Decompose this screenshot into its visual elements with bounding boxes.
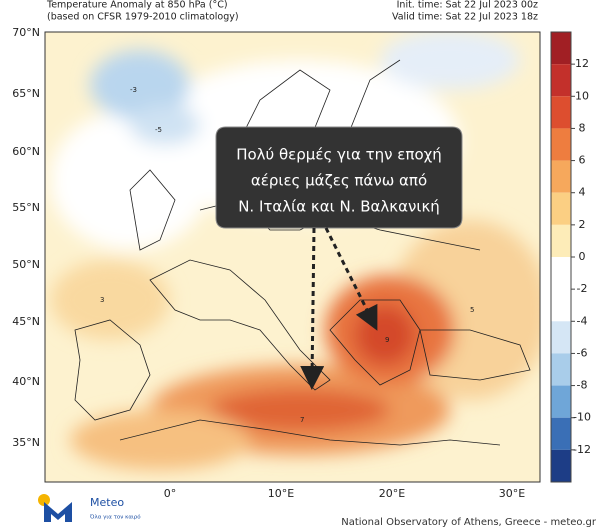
svg-text:5: 5 [470,306,474,314]
colorbar-tick-label: 8 [579,121,586,134]
colorbar-bin [551,160,571,193]
callout-line: Ν. Ιταλία και Ν. Βαλκανική [238,198,440,216]
colorbar-tick-label: -4 [577,314,588,327]
lat-label: 50°N [12,258,40,271]
colorbar-tick-label: -2 [577,282,588,295]
colorbar-bin [551,385,571,418]
logo-name: Meteo [90,496,124,509]
colorbar-bin [551,321,571,354]
logo-tagline: Όλα για τον καιρό [89,514,141,521]
svg-text:3: 3 [100,296,104,304]
svg-text:7: 7 [300,416,304,424]
colorbar-tick-label: -6 [577,346,588,359]
lon-label: 20°E [379,487,405,500]
lon-label: 0° [164,487,177,500]
header-title: Temperature Anomaly at 850 hPa (°C) [46,0,228,11]
lat-label: 40°N [12,375,40,388]
credit: National Observatory of Athens, Greece -… [341,517,597,528]
valid-time: Valid time: Sat 22 Jul 2023 18z [392,12,538,23]
svg-text:9: 9 [385,336,389,344]
colorbar-tick-label: 10 [575,89,589,102]
colorbar-tick-label: -10 [573,411,591,424]
colorbar-tick-label: -12 [573,443,591,456]
lat-label: 70°N [12,26,40,39]
map-field: -3 -5 7 9 5 3 [45,32,540,482]
lon-label: 30°E [499,487,525,500]
colorbar-tick-label: 12 [575,57,589,70]
colorbar-bin [551,128,571,161]
colorbar-tick-label: 6 [579,154,586,167]
arrow [324,227,378,331]
callout-box [215,126,463,229]
colorbar-tick-label: -8 [577,379,588,392]
colorbar-bin [551,224,571,257]
colorbar-bin [551,449,571,482]
colorbar-tick-label: 0 [579,250,586,263]
svg-text:-5: -5 [155,126,162,134]
svg-text:-3: -3 [130,86,137,94]
colorbar-bin [551,32,571,65]
lat-label: 60°N [12,145,40,158]
init-time: Init. time: Sat 22 Jul 2023 00z [397,0,538,11]
lat-label: 45°N [12,315,40,328]
colorbar-bin [551,96,571,129]
callout-line: αέριες μάζες πάνω από [251,172,427,190]
callout-line: Πολύ θερμές για την εποχή [236,146,442,164]
colorbar-bin [551,192,571,225]
lon-labels: 0° 10°E 20°E 30°E [164,487,526,500]
colorbar-bin [551,417,571,450]
lon-label: 10°E [268,487,294,500]
colorbar-bin [551,257,571,290]
colorbar-tick-label: 2 [579,218,586,231]
colorbar-bin [551,289,571,322]
callout: Πολύ θερμές για την εποχή αέριες μάζες π… [215,126,463,390]
lat-label: 55°N [12,201,40,214]
colorbar: 12 10 8 6 4 2 0 -2 -4 -6 -8 -10 -12 [550,31,591,483]
lat-labels: 70°N 65°N 60°N 55°N 50°N 45°N 40°N 35°N [12,26,40,449]
lat-label: 65°N [12,87,40,100]
colorbar-tick-label: 4 [579,186,586,199]
contour-labels: -3 -5 7 9 5 3 [100,86,474,424]
lat-label: 35°N [12,436,40,449]
header-subtitle: (based on CFSR 1979-2010 climatology) [47,12,239,23]
colorbar-bin [551,64,571,97]
arrow [300,227,325,390]
colorbar-bin [551,353,571,386]
logo: Meteo Όλα για τον καιρό [38,494,141,522]
map-frame [44,31,541,483]
